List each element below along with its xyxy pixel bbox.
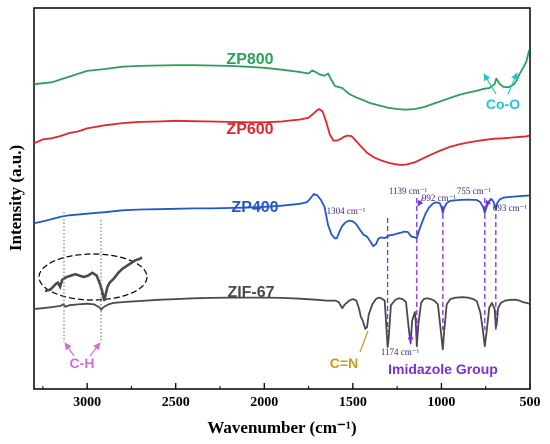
peak-layer [386,197,497,344]
x-tick-label-500: 500 [520,395,541,410]
peak-label-1304: 1304 cm⁻¹ [327,206,366,216]
x-tick-label-1500: 1500 [339,395,367,410]
ch-annotation: C-H [70,355,95,371]
plot-frame [33,7,531,390]
series-line-zp400 [33,193,530,247]
series-label-zif67: ZIF-67 [227,284,274,301]
x-tick-label-3000: 3000 [73,395,101,410]
coo-arrow-left [483,73,497,95]
series-line-zp800 [33,49,530,111]
x-tick-label-2500: 2500 [162,395,190,410]
peak-label-693: 693 cm⁻¹ [493,203,527,213]
series-label-zp800: ZP800 [226,51,273,68]
peak-pointer-1139 [417,197,424,207]
cn-annotation: C=N [330,355,358,371]
series-label-zp600: ZP600 [226,121,273,138]
x-axis-label: Wavenumber (cm⁻¹) [207,418,356,437]
coo-arrow-right [507,72,518,95]
x-ticks: 3000 2500 2000 1500 1000 500 [42,383,541,410]
y-axis-label: Intensity (a.u.) [6,145,25,251]
cn-arrow [359,330,369,353]
ch-arrow-right [89,342,101,357]
x-tick-label-1000: 1000 [427,395,455,410]
peak-label-992: 992 cm⁻¹ [422,193,456,203]
inset-curve [44,256,143,302]
x-tick-label-2000: 2000 [250,395,278,410]
ch-arrow-left [64,342,75,357]
coo-annotation: Co-O [486,96,520,112]
peak-pointer-755 [485,197,492,207]
series-layer [33,49,530,351]
series-label-zp400: ZP400 [231,199,278,216]
peak-label-1174: 1174 cm⁻¹ [381,347,420,357]
series-line-zp600 [33,108,530,166]
peak-label-755: 755 cm⁻¹ [457,186,491,196]
inset-layer [44,256,143,302]
peak-label-1139: 1139 cm⁻¹ [389,186,428,196]
inset-ellipse [38,253,148,301]
imidazole-annotation: Imidazole Group [388,361,498,377]
series-line-zif67 [33,296,530,351]
